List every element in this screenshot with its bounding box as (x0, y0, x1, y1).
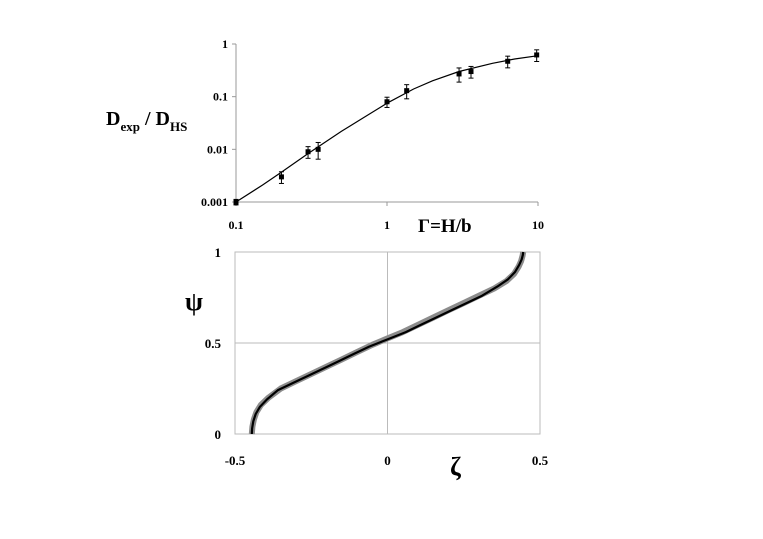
top-data-point (468, 65, 474, 79)
top-data-point (305, 146, 311, 159)
bottom-x-tick-label: -0.5 (225, 453, 246, 468)
top-data-point (384, 96, 390, 108)
top-x-tick-label: 10 (532, 218, 544, 232)
point-marker (468, 69, 474, 75)
top-y-tick-label: 0.001 (201, 195, 228, 209)
point-marker (305, 149, 311, 155)
top-xlabel: Γ=H/b (418, 216, 472, 237)
point-marker (505, 58, 511, 64)
point-marker (384, 99, 390, 105)
point-marker (456, 71, 462, 77)
bottom-y-tick-label: 0 (215, 427, 222, 442)
top-data-point (505, 55, 511, 69)
top-y-tick-label: 0.1 (213, 90, 228, 104)
top-data-point (456, 67, 462, 83)
top-data-point (534, 49, 540, 63)
point-marker (534, 52, 540, 58)
bottom-xlabel: ζ (450, 452, 461, 481)
top-data-point (278, 171, 284, 184)
bottom-x-tick-label: 0.5 (532, 453, 549, 468)
top-ticks: 0.001 0.01 0.1 1 0.1 1 10 (201, 37, 544, 232)
bottom-ticks: 00.51-0.5 0 0.5 (205, 245, 549, 468)
point-marker (315, 146, 321, 152)
bottom-x-tick-label: 0 (384, 453, 391, 468)
bottom-grid (235, 252, 540, 434)
top-x-tick-label: 0.1 (229, 218, 244, 232)
top-data-points (233, 49, 540, 206)
bottom-y-tick-label: 1 (215, 245, 222, 260)
fit-curve-black (250, 251, 525, 435)
bottom-chart: 00.51-0.5 0 0.5 ψ ζ (185, 245, 549, 481)
point-marker (278, 174, 284, 180)
top-ylabel: Dexp / DHS (106, 108, 187, 134)
point-marker (233, 199, 239, 205)
top-data-point (233, 198, 239, 206)
top-x-tick-label: 1 (384, 218, 390, 232)
top-data-point (404, 84, 410, 100)
top-y-tick-label: 0.01 (207, 142, 228, 156)
bottom-ylabel: ψ (185, 287, 203, 316)
top-data-point (315, 141, 321, 160)
top-chart: 0.001 0.01 0.1 1 0.1 1 10 Dexp / DHS Γ=H/b (106, 37, 544, 237)
point-marker (404, 88, 410, 94)
top-y-tick-label: 1 (222, 37, 228, 51)
bottom-lines (248, 251, 527, 435)
bottom-y-tick-label: 0.5 (205, 336, 222, 351)
